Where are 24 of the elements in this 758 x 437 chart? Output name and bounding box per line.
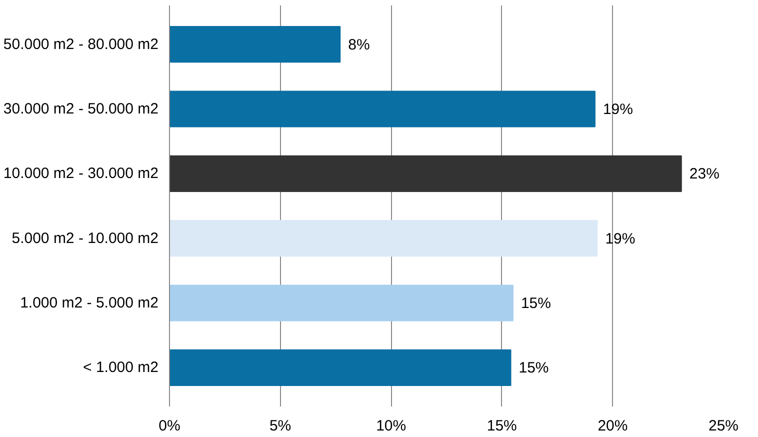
x-tick-label: 10% [376,418,406,434]
x-tick-label: 25% [708,418,739,434]
x-tick-label: 20% [598,418,628,434]
bar [170,90,596,128]
data-label: 15% [518,360,549,377]
data-label: 8% [348,36,370,54]
y-tick-label: 50.000 m2 - 80.000 m2 [3,36,159,53]
data-label: 15% [520,295,552,312]
y-tick-label: 30.000 m2 - 50.000 m2 [3,100,159,118]
x-tick-label: 5% [269,418,292,434]
y-tick-label: 1.000 m2 - 5.000 m2 [20,294,159,312]
bar [170,26,341,63]
bar [170,284,514,322]
data-label: 23% [689,166,720,183]
y-tick-label: 5.000 m2 - 10.000 m2 [12,230,159,247]
bar [170,220,598,257]
data-label: 19% [602,100,634,118]
y-tick-label: 10.000 m2 - 30.000 m2 [3,165,159,182]
data-label: 19% [605,230,636,248]
bar [170,349,512,386]
x-tick-label: 15% [486,418,517,434]
x-tick-label: 0% [158,418,180,434]
y-tick-label: < 1.000 m2 [83,359,158,376]
bar [170,155,682,192]
